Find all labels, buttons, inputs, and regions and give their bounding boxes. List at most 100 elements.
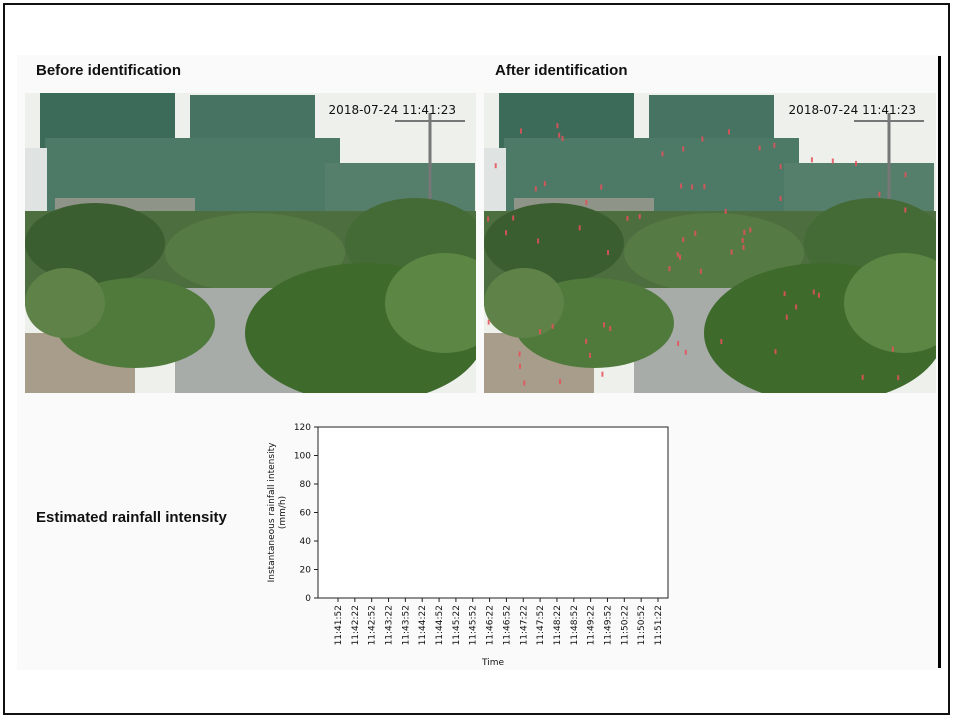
x-tick-label: 11:48:22	[553, 605, 563, 645]
raindrop-marker	[812, 289, 815, 295]
raindrop-marker	[682, 237, 685, 243]
y-axis-label: Instantaneous rainfall intensity(mm/h)	[267, 442, 288, 582]
raindrop-marker	[749, 227, 752, 233]
x-tick-label: 11:47:22	[519, 605, 529, 645]
panel-edge	[938, 56, 941, 668]
raindrop-marker	[512, 215, 515, 221]
raindrop-marker	[785, 314, 788, 320]
raindrop-marker	[680, 183, 683, 189]
before-timestamp: 2018-07-24 11:41:23	[328, 103, 456, 117]
raindrop-marker	[684, 349, 687, 355]
raindrop-marker	[703, 184, 706, 190]
raindrop-marker	[730, 249, 733, 255]
x-tick-label: 11:50:22	[620, 605, 630, 645]
after-timestamp: 2018-07-24 11:41:23	[788, 103, 916, 117]
raindrop-marker	[831, 158, 834, 164]
raindrop-marker	[561, 136, 564, 141]
after-photo: 2018-07-24 11:41:23	[484, 93, 936, 393]
raindrop-marker	[551, 323, 554, 329]
raindrop-marker	[743, 229, 746, 235]
raindrop-marker	[741, 237, 744, 243]
raindrop-marker	[701, 136, 704, 142]
before-photo: 2018-07-24 11:41:23	[25, 93, 476, 393]
raindrop-marker	[795, 304, 798, 310]
raindrop-marker	[783, 291, 786, 297]
raindrop-marker	[518, 351, 521, 357]
raindrop-marker	[609, 326, 612, 332]
scene-before	[25, 93, 476, 393]
raindrop-marker	[558, 132, 561, 138]
raindrop-marker	[773, 142, 776, 148]
raindrop-marker	[779, 164, 782, 170]
x-tick-label: 11:46:52	[502, 605, 512, 645]
raindrop-marker	[891, 346, 894, 352]
x-axis: 11:41:52 11:42:22 11:42:52 11:43:22 11:43:52…	[334, 598, 664, 645]
x-tick-label: 11:48:52	[570, 605, 580, 645]
x-tick-label: 11:46:22	[486, 605, 496, 645]
y-tick-label: 100	[294, 452, 311, 462]
raindrop-marker	[676, 251, 679, 257]
raindrop-marker	[519, 363, 521, 369]
raindrop-marker	[677, 341, 680, 346]
raindrop-marker	[585, 200, 588, 205]
raindrop-marker	[559, 379, 561, 385]
x-tick-label: 11:45:52	[469, 605, 479, 645]
raindrop-marker	[494, 163, 497, 169]
plot-area	[317, 426, 669, 599]
x-tick-label: 11:49:22	[587, 605, 597, 645]
raindrop-marker	[817, 292, 820, 298]
raindrop-marker	[904, 172, 907, 178]
raindrop-marker	[600, 184, 603, 190]
raindrop-marker	[855, 160, 857, 166]
raindrop-marker	[904, 207, 907, 213]
x-tick-label: 11:42:22	[351, 605, 361, 645]
x-tick-label: 11:51:22	[654, 605, 664, 645]
raindrop-marker	[487, 319, 490, 325]
x-tick-label: 11:49:52	[603, 605, 613, 645]
raindrop-marker	[861, 374, 864, 380]
raindrop-marker	[487, 216, 490, 222]
raindrop-marker	[897, 375, 900, 381]
raindrop-marker	[720, 339, 723, 344]
raindrop-marker	[878, 191, 881, 197]
raindrop-marker	[589, 352, 591, 358]
raindrop-marker	[543, 181, 546, 187]
raindrop-marker	[520, 128, 522, 134]
raindrop-marker	[661, 151, 664, 157]
raindrop-marker	[539, 329, 541, 335]
x-tick-label: 11:50:52	[637, 605, 647, 645]
scene-after	[484, 93, 936, 393]
y-tick-label: 80	[300, 480, 312, 490]
y-tick-label: 120	[294, 423, 311, 433]
raindrop-marker	[758, 145, 761, 151]
x-tick-label: 11:43:22	[385, 605, 395, 645]
raindrop-marker	[585, 338, 588, 344]
y-tick-label: 40	[300, 537, 312, 547]
x-tick-label: 11:43:52	[401, 605, 411, 645]
x-axis-label: Time	[481, 658, 504, 668]
raindrop-marker	[534, 186, 537, 192]
raindrop-marker	[638, 214, 641, 219]
y-tick-label: 20	[300, 566, 312, 576]
raindrop-marker	[724, 208, 727, 214]
rainfall-chart: 0 20 40 60 80 100 120 11:41:52 11:42:22 11:42:52…	[267, 423, 669, 668]
estimated-title: Estimated rainfall intensity	[36, 509, 227, 526]
raindrop-marker	[603, 322, 605, 328]
raindrop-marker	[682, 146, 685, 152]
raindrop-marker	[694, 230, 697, 236]
raindrop-marker	[537, 238, 540, 244]
y-tick-label: 60	[300, 509, 312, 519]
y-axis-label-line2: (mm/h)	[278, 496, 288, 529]
x-tick-label: 11:42:52	[368, 605, 378, 645]
raindrop-marker	[626, 215, 629, 221]
raindrop-marker	[774, 349, 777, 355]
x-tick-label: 11:41:52	[334, 605, 344, 645]
raindrop-marker	[679, 254, 681, 260]
y-axis-label-line1: Instantaneous rainfall intensity	[267, 442, 277, 582]
before-title: Before identification	[36, 62, 182, 79]
raindrop-marker	[505, 230, 507, 236]
raindrop-marker	[601, 371, 604, 377]
raindrop-marker	[742, 245, 745, 250]
raindrop-marker	[607, 250, 609, 255]
raindrop-marker	[691, 184, 694, 190]
